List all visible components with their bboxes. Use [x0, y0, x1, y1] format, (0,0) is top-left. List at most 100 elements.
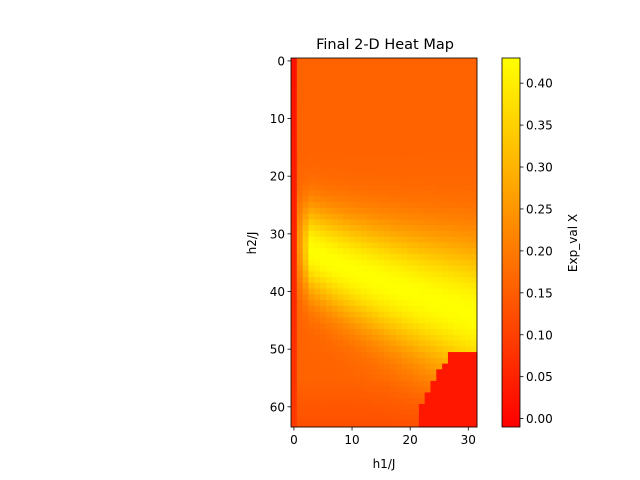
colorbar-label: Exp_val X: [566, 214, 580, 272]
heatmap-cell: [453, 202, 460, 209]
heatmap-cell: [430, 86, 437, 93]
heatmap-cell: [407, 259, 414, 266]
heatmap-cell: [436, 184, 443, 192]
heatmap-cell: [378, 305, 385, 313]
heatmap-cell: [360, 132, 367, 140]
heatmap-cell: [296, 92, 304, 99]
heatmap-cell: [349, 190, 356, 197]
heatmap-cell: [384, 109, 391, 117]
heatmap-cell: [320, 115, 327, 122]
heatmap-cell: [465, 340, 472, 347]
heatmap-cell: [459, 230, 466, 238]
heatmap-cell: [395, 317, 402, 324]
heatmap-cell: [302, 115, 309, 122]
heatmap-cell: [442, 415, 449, 422]
heatmap-cell: [372, 98, 379, 105]
heatmap-cell: [442, 346, 449, 353]
heatmap-cell: [314, 254, 321, 261]
heatmap-cell: [291, 254, 298, 261]
heatmap-cell: [343, 421, 350, 428]
heatmap-cell: [354, 409, 362, 416]
heatmap-cell: [447, 86, 455, 93]
heatmap-cell: [337, 352, 344, 359]
heatmap-cell: [354, 305, 362, 313]
heatmap-cell: [337, 236, 344, 243]
heatmap-cell: [436, 398, 443, 405]
heatmap-cell: [331, 380, 338, 388]
heatmap-cell: [401, 127, 408, 134]
heatmap-cell: [401, 259, 408, 266]
heatmap-cell: [442, 196, 449, 203]
heatmap-cell: [395, 150, 402, 157]
heatmap-cell: [424, 392, 431, 399]
heatmap-cell: [360, 328, 367, 336]
heatmap-cell: [349, 121, 356, 128]
heatmap-cell: [360, 207, 367, 215]
heatmap-cell: [331, 386, 338, 393]
heatmap-cell: [291, 346, 298, 353]
heatmap-cell: [337, 179, 344, 186]
heatmap-cell: [389, 63, 397, 70]
heatmap-cell: [366, 127, 373, 134]
heatmap-cell: [296, 213, 304, 220]
heatmap-cell: [459, 213, 466, 220]
heatmap-cell: [354, 58, 362, 65]
heatmap-cell: [465, 225, 472, 232]
heatmap-cell: [372, 346, 379, 353]
heatmap-cell: [436, 277, 443, 284]
heatmap-cell: [296, 179, 304, 186]
heatmap-cell: [407, 161, 414, 168]
heatmap-cell: [325, 202, 333, 209]
heatmap-cell: [407, 230, 414, 238]
tick-label: 0.35: [526, 119, 553, 133]
heatmap-cell: [337, 202, 344, 209]
heatmap-cell: [314, 386, 321, 393]
heatmap-cell: [296, 225, 304, 232]
heatmap-cell: [413, 311, 420, 318]
heatmap-cell: [337, 242, 344, 249]
plot-frame: [290, 57, 478, 428]
heatmap-cell: [459, 115, 466, 122]
heatmap-cell: [459, 415, 466, 422]
heatmap-cell: [331, 328, 338, 336]
heatmap-cell: [465, 150, 472, 157]
heatmap-cell: [436, 369, 443, 376]
heatmap-cell: [296, 207, 304, 215]
heatmap-cell: [384, 184, 391, 192]
heatmap-cell: [459, 282, 466, 290]
heatmap-cell: [343, 305, 350, 313]
heatmap-cell: [389, 138, 397, 145]
heatmap-cell: [453, 311, 460, 318]
heatmap-cell: [384, 288, 391, 295]
heatmap-cell: [418, 58, 426, 65]
heatmap-cell: [424, 127, 431, 134]
heatmap-cell: [308, 173, 315, 180]
heatmap-cell: [424, 277, 431, 284]
heatmap-cell: [314, 398, 321, 405]
heatmap-cell: [372, 127, 379, 134]
heatmap-cell: [413, 305, 420, 313]
heatmap-cell: [372, 69, 379, 76]
heatmap-cell: [418, 271, 426, 278]
heatmap-cell: [465, 207, 472, 215]
heatmap-cell: [302, 161, 309, 168]
heatmap-cell: [395, 369, 402, 376]
heatmap-cell: [331, 144, 338, 151]
heatmap-cell: [418, 398, 426, 405]
heatmap-cell: [459, 127, 466, 134]
heatmap-cell: [372, 150, 379, 157]
heatmap-cell: [308, 167, 315, 174]
heatmap-cell: [401, 254, 408, 261]
heatmap-cell: [360, 75, 367, 82]
heatmap-cell: [320, 121, 327, 128]
heatmap-cell: [308, 259, 315, 266]
heatmap-cell: [314, 242, 321, 249]
heatmap-cell: [308, 323, 315, 330]
heatmap-cell: [378, 375, 385, 382]
heatmap-cell: [296, 328, 304, 336]
heatmap-cell: [430, 415, 437, 422]
heatmap-cell: [366, 288, 373, 295]
heatmap-cell: [424, 196, 431, 203]
heatmap-cell: [366, 115, 373, 122]
tick-label: 50: [270, 343, 285, 357]
